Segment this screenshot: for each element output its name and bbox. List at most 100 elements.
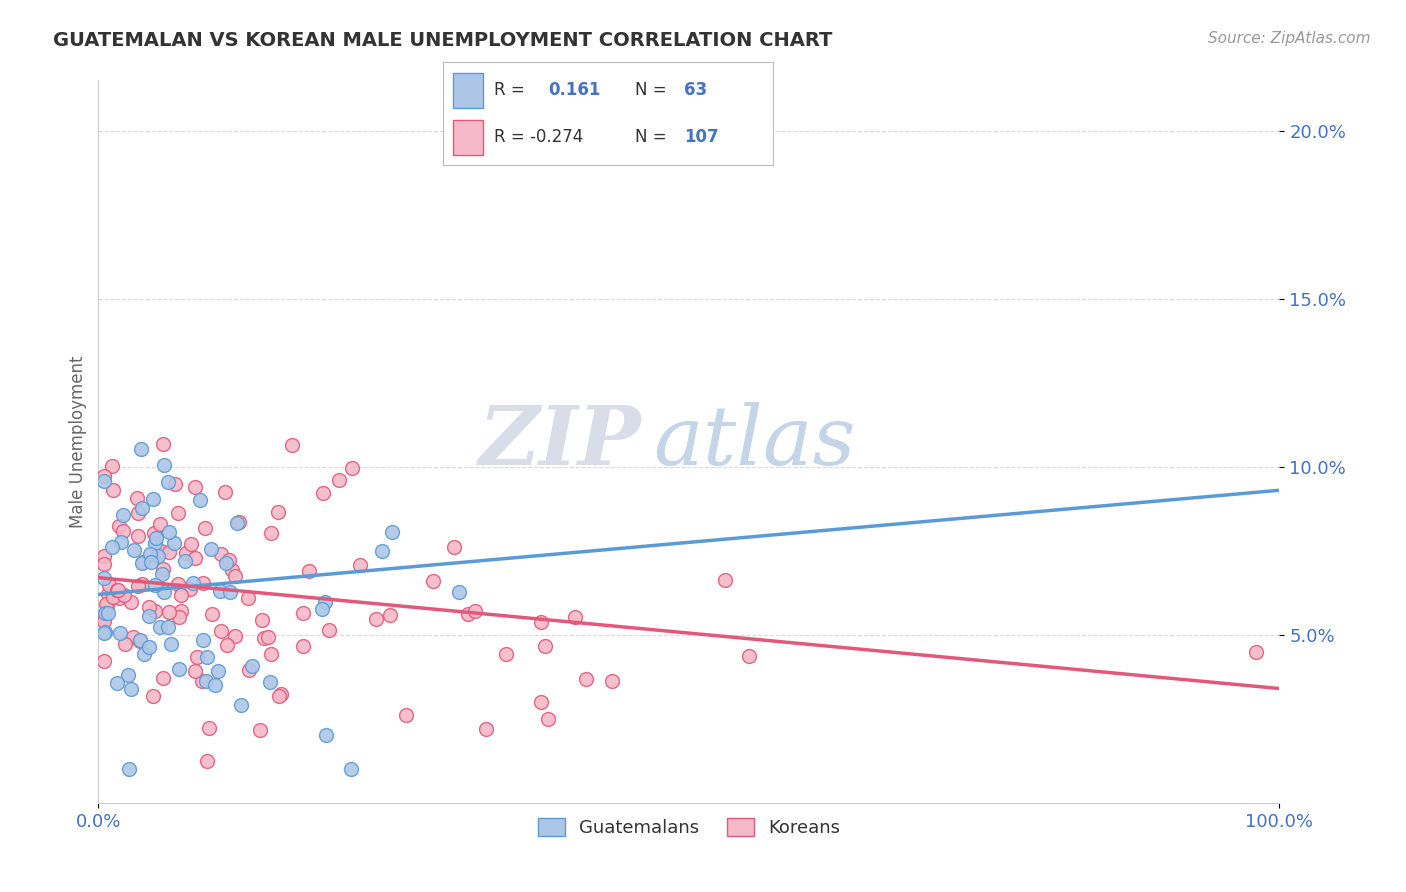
Point [209,547,232,561]
Point [184,480,207,494]
Point [595,134,617,148]
Point [150,543,173,558]
Point [225,516,247,531]
Point [146,549,169,563]
Point [150,566,173,581]
Point [221,563,243,577]
Point [315,728,337,742]
Point [131,555,153,569]
Point [93,609,115,624]
Point [145,531,167,545]
Point [395,708,418,723]
Point [200,541,222,556]
Text: R =: R = [494,81,524,99]
Point [125,491,148,505]
Text: 107: 107 [685,128,718,146]
Point [298,565,321,579]
Point [94,597,117,611]
Point [143,536,166,550]
Point [340,461,363,475]
Point [157,475,180,490]
Point [149,619,172,633]
Point [145,604,167,618]
Point [157,605,180,619]
Point [269,689,291,703]
Point [114,637,136,651]
Point [94,624,117,639]
Point [167,610,190,624]
Point [127,528,149,542]
Text: Source: ZipAtlas.com: Source: ZipAtlas.com [1208,31,1371,46]
Point [163,477,186,491]
Point [564,610,586,624]
Point [186,650,208,665]
FancyBboxPatch shape [453,120,482,155]
Text: GUATEMALAN VS KOREAN MALE UNEMPLOYMENT CORRELATION CHART: GUATEMALAN VS KOREAN MALE UNEMPLOYMENT C… [53,31,832,50]
Point [157,525,180,540]
Point [107,582,129,597]
Point [96,599,118,613]
Point [138,640,160,655]
Point [191,673,214,688]
Point [340,762,363,776]
Point [139,547,162,561]
Point [457,607,479,622]
Point [464,604,486,618]
Point [167,662,190,676]
Point [259,674,281,689]
Point [188,493,211,508]
Point [157,544,180,558]
Text: N =: N = [634,81,666,99]
Point [236,591,259,606]
Point [231,698,253,712]
Point [94,606,117,620]
Point [105,582,128,597]
Point [108,591,131,606]
Point [224,629,246,643]
Point [215,639,238,653]
Point [253,631,276,645]
Point [291,607,314,621]
Point [138,599,160,614]
Point [249,723,271,737]
Point [318,623,340,637]
Point [207,664,229,678]
Point [127,506,149,520]
Point [157,619,180,633]
Point [167,506,190,520]
Point [537,712,560,726]
Point [443,540,465,554]
Point [238,663,260,677]
Point [152,562,174,576]
Point [112,588,135,602]
Point [149,517,172,532]
Text: 63: 63 [685,81,707,99]
Point [117,668,139,682]
Point [214,484,236,499]
Point [194,673,217,688]
Point [93,549,115,563]
Point [267,504,290,518]
Point [378,607,401,622]
Point [208,584,231,599]
Point [602,674,624,689]
Point [108,519,131,533]
Point [153,585,176,599]
Text: atlas: atlas [654,401,856,482]
Point [108,626,131,640]
Point [93,615,115,629]
Point [260,525,283,540]
Point [194,521,217,535]
Point [93,557,115,571]
Point [131,556,153,570]
Point [191,576,214,591]
Point [291,639,314,653]
Point [1244,645,1267,659]
Point [422,574,444,589]
Point [738,649,761,664]
Point [201,607,224,621]
Point [105,675,128,690]
Point [93,571,115,585]
Point [314,595,336,609]
Text: 0.161: 0.161 [548,81,600,99]
